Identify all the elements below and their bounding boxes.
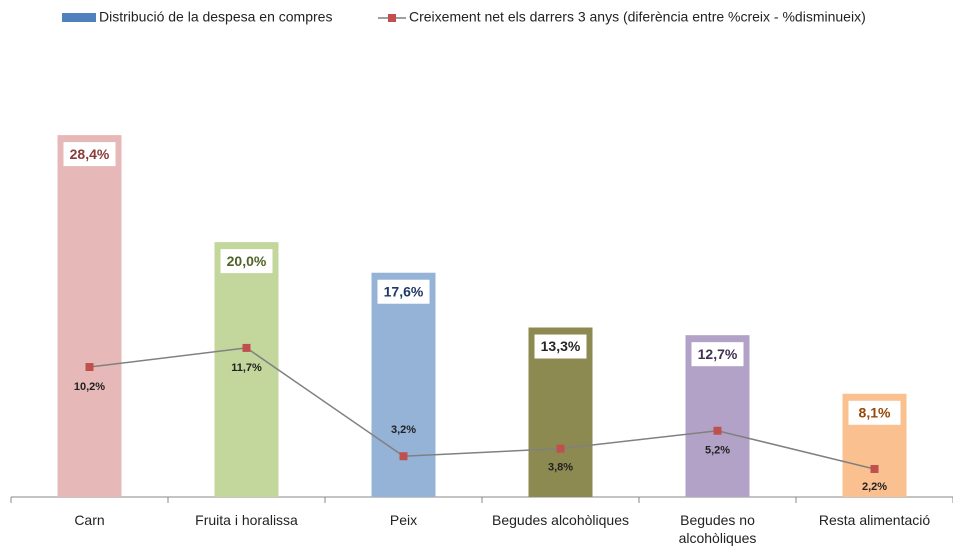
legend-marker [388,14,396,22]
bar [57,135,122,498]
bar-label-box [220,249,273,274]
bar-label: 28,4% [70,146,110,162]
line-marker [556,444,565,453]
line-label: 11,7% [231,362,262,374]
line-marker [242,343,251,352]
line-label: 10,2% [74,381,105,393]
bar-label: 17,6% [384,283,424,299]
bar-label-box [691,342,744,367]
x-tick-label: Carn [74,512,105,528]
x-tick-label: Resta alimentació [818,512,931,528]
legend-label: Creixement net els darrers 3 anys (difer… [409,9,866,25]
legend-swatch [62,13,96,22]
x-tick-label: Peix [389,512,418,528]
line [89,347,875,470]
bar-label: 8,1% [859,404,891,420]
bar-label-box [848,400,901,425]
legend-label: Distribució de la despesa en compres [99,9,332,25]
line-marker [713,426,722,435]
line-label: 5,2% [705,445,730,457]
bar-label-box [63,142,116,167]
line-label: 3,2% [391,424,416,436]
bar-label-box [534,334,587,359]
line-marker [399,452,408,461]
x-tick-label: Begudes no alcohòliques [678,512,757,546]
line-label: 3,8% [548,461,573,473]
bar [214,242,279,497]
x-tick-label: Begudes alcohòliques [492,512,629,528]
bar [371,272,436,497]
line-marker [85,363,94,372]
bar-label-box [377,279,430,304]
x-tick-label: Fruita i horalissa [195,512,298,528]
bar-label: 13,3% [541,338,581,354]
line-label: 2,2% [862,481,887,493]
bar-label: 12,7% [698,346,738,362]
line-marker [870,464,879,473]
bar-label: 20,0% [227,253,267,269]
